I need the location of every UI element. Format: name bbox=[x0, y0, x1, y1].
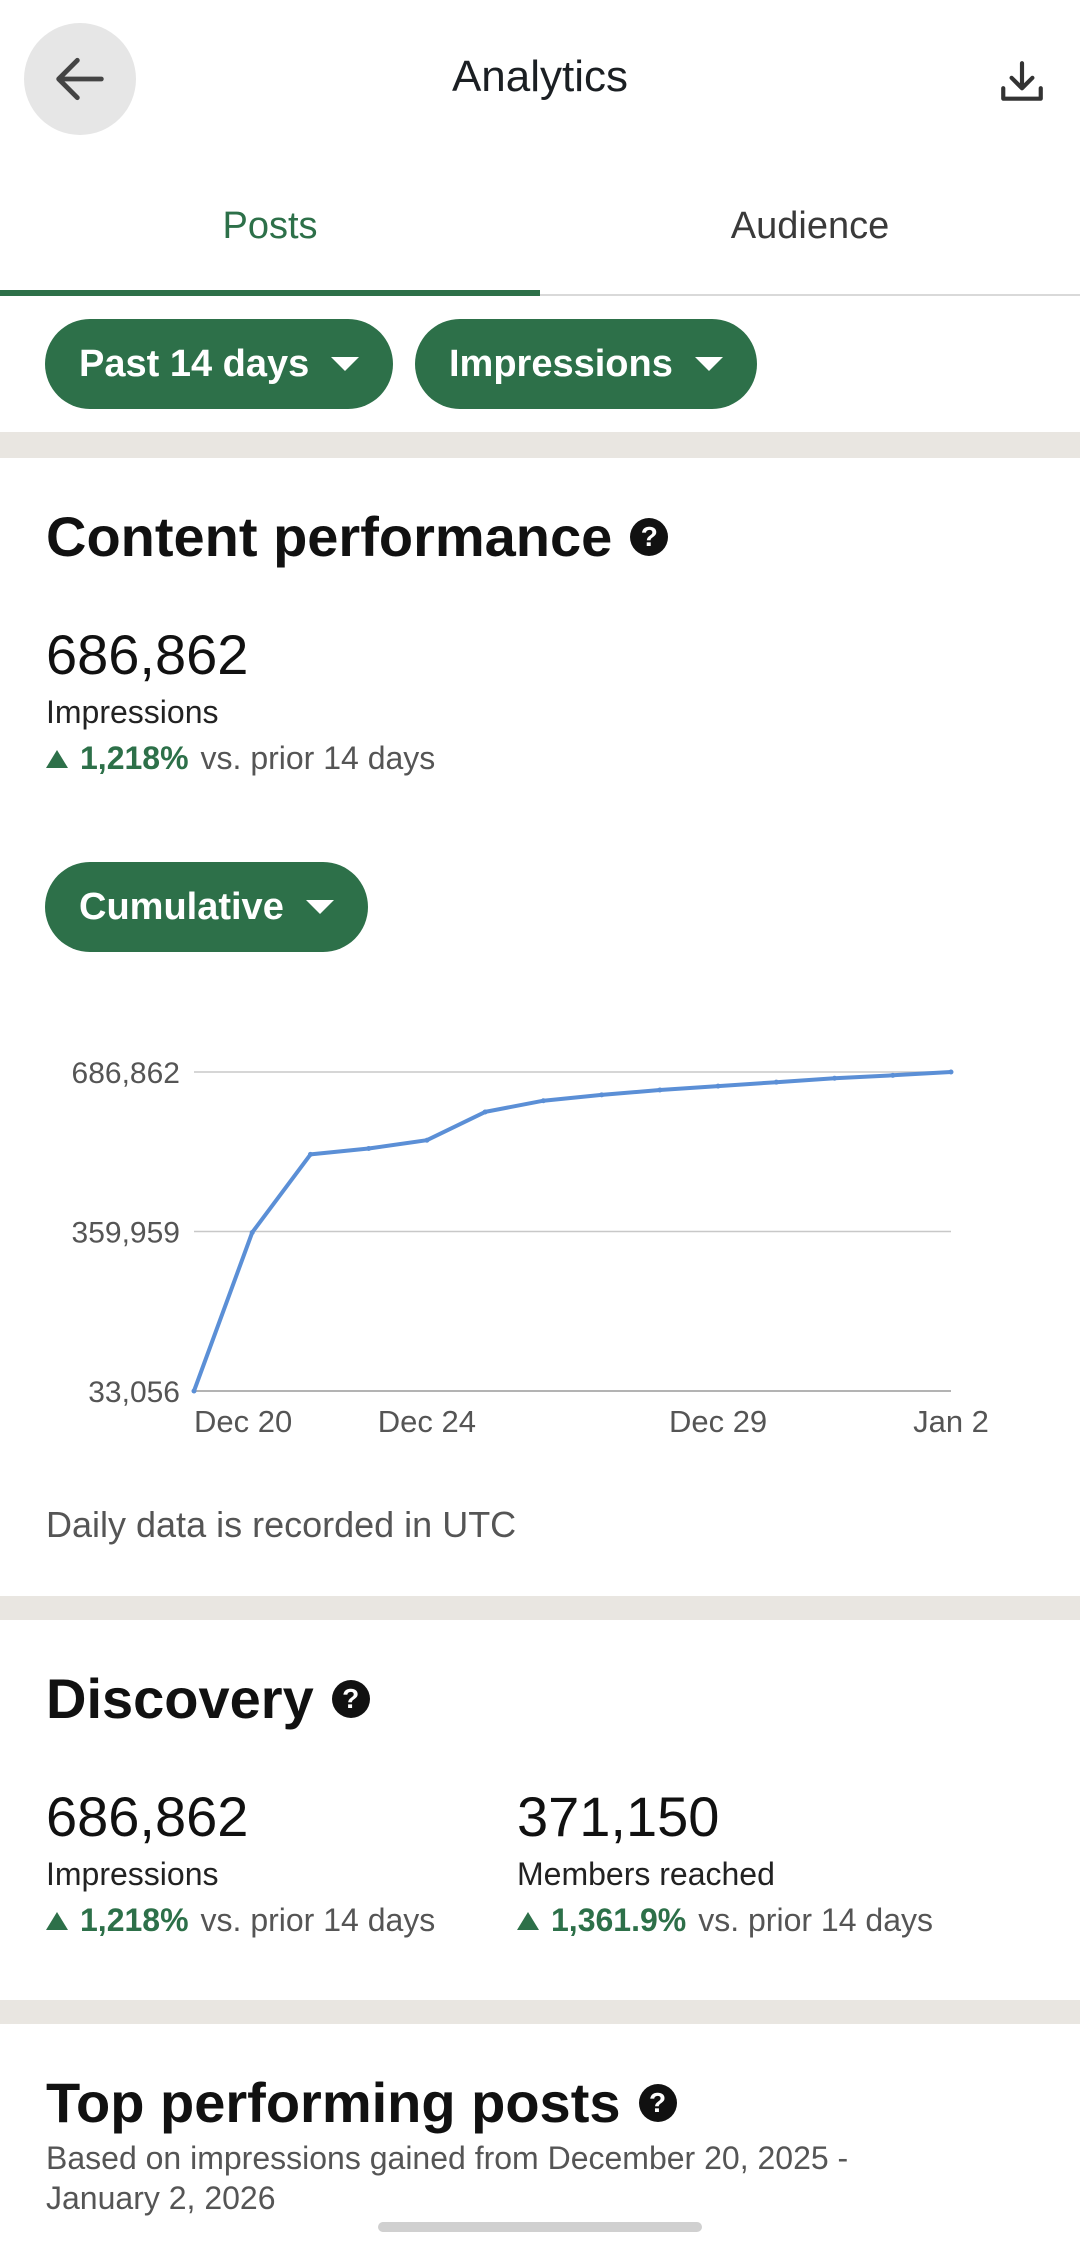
data-point bbox=[424, 1137, 430, 1143]
help-icon[interactable]: ? bbox=[630, 517, 669, 556]
content-performance-section: Content performance ? 686,862 Impression… bbox=[0, 458, 1080, 1596]
members-reached-label: Members reached bbox=[517, 1856, 775, 1892]
arrow-left-icon bbox=[56, 57, 104, 101]
top-posts-subtitle-line2: January 2, 2026 bbox=[46, 2180, 276, 2216]
page-title: Analytics bbox=[451, 52, 629, 101]
top-posts-section: Top performing posts ? Based on impressi… bbox=[0, 2024, 1080, 2248]
tab-audience-label: Audience bbox=[730, 204, 890, 247]
impressions-label: Impressions bbox=[46, 694, 219, 730]
change-text: vs. prior 14 days bbox=[200, 740, 436, 776]
chart-mode-label: Cumulative bbox=[79, 885, 284, 928]
x-tick-label: Dec 24 bbox=[378, 1404, 476, 1439]
change-percent: 1,218% bbox=[80, 740, 189, 776]
data-point bbox=[715, 1083, 721, 1089]
data-point bbox=[482, 1109, 488, 1115]
data-point bbox=[832, 1075, 838, 1081]
discovery-title: Discovery bbox=[46, 1667, 314, 1730]
change-percent: 1,361.9% bbox=[551, 1902, 687, 1938]
discovery-impressions-label: Impressions bbox=[46, 1856, 219, 1892]
top-posts-subtitle-line1: Based on impressions gained from Decembe… bbox=[46, 2140, 849, 2176]
data-point bbox=[191, 1388, 197, 1394]
trend-up-icon bbox=[46, 749, 68, 768]
impressions-line-chart: 686,862 359,959 33,056 Dec 20 Dec 24 Dec 29 Ja… bbox=[72, 1057, 989, 1439]
section-title: Content performance ? bbox=[46, 504, 669, 569]
section-divider bbox=[0, 1596, 1080, 1620]
y-tick-label: 686,862 bbox=[72, 1057, 180, 1090]
section-divider bbox=[0, 2000, 1080, 2024]
filter-bar: Past 14 days Impressions bbox=[0, 296, 1080, 432]
caret-down-icon bbox=[694, 357, 723, 371]
data-point bbox=[948, 1069, 954, 1075]
caret-down-icon bbox=[331, 357, 360, 371]
data-point bbox=[249, 1229, 255, 1235]
caret-down-icon bbox=[305, 900, 334, 914]
data-point bbox=[366, 1146, 372, 1152]
section-title: Top performing posts ? bbox=[46, 2070, 677, 2135]
x-tick-label: Dec 20 bbox=[194, 1404, 292, 1439]
app-bar: Analytics bbox=[0, 0, 1080, 159]
data-point bbox=[890, 1072, 896, 1078]
y-tick-label: 359,959 bbox=[72, 1217, 180, 1250]
trend-up-icon bbox=[517, 1911, 539, 1930]
tab-posts[interactable]: Posts bbox=[0, 158, 540, 296]
section-divider bbox=[0, 432, 1080, 458]
change-text: vs. prior 14 days bbox=[698, 1902, 933, 1938]
discovery-impressions-change: 1,218% vs. prior 14 days bbox=[46, 1902, 435, 1939]
tab-active-indicator bbox=[0, 290, 540, 296]
tab-audience[interactable]: Audience bbox=[540, 158, 1080, 294]
download-icon bbox=[1001, 61, 1043, 101]
section-title: Discovery ? bbox=[46, 1666, 370, 1731]
discovery-impressions-value: 686,862 bbox=[46, 1785, 249, 1848]
metric-dropdown[interactable]: Impressions bbox=[415, 319, 757, 409]
y-tick-label: 33,056 bbox=[88, 1376, 180, 1409]
impressions-value: 686,862 bbox=[46, 623, 249, 686]
data-point bbox=[599, 1092, 605, 1098]
tab-posts-label: Posts bbox=[222, 204, 318, 247]
x-tick-label: Jan 2 bbox=[913, 1404, 989, 1439]
members-reached-value: 371,150 bbox=[517, 1785, 720, 1848]
data-point bbox=[540, 1098, 546, 1104]
download-button[interactable] bbox=[992, 52, 1052, 112]
change-text: vs. prior 14 days bbox=[200, 1902, 436, 1938]
home-indicator bbox=[378, 2222, 702, 2232]
data-point bbox=[657, 1087, 663, 1093]
series-line bbox=[192, 1070, 953, 1393]
help-icon[interactable]: ? bbox=[331, 1679, 370, 1718]
content-performance-title: Content performance bbox=[46, 505, 613, 568]
data-point bbox=[307, 1151, 313, 1157]
tab-bar: Posts Audience bbox=[0, 158, 1080, 296]
impressions-change: 1,218% vs. prior 14 days bbox=[46, 740, 435, 777]
utc-note: Daily data is recorded in UTC bbox=[46, 1504, 517, 1545]
x-tick-label: Dec 29 bbox=[669, 1404, 767, 1439]
members-reached-change: 1,361.9% vs. prior 14 days bbox=[517, 1902, 933, 1939]
data-point bbox=[773, 1079, 779, 1085]
date-range-label: Past 14 days bbox=[79, 342, 310, 385]
back-button[interactable] bbox=[24, 23, 136, 135]
date-range-dropdown[interactable]: Past 14 days bbox=[45, 319, 394, 409]
change-percent: 1,218% bbox=[80, 1902, 189, 1938]
trend-up-icon bbox=[46, 1911, 68, 1930]
help-icon[interactable]: ? bbox=[638, 2083, 677, 2122]
chart-mode-dropdown[interactable]: Cumulative bbox=[45, 862, 368, 952]
discovery-section: Discovery ? 686,862 Impressions 1,218% v… bbox=[0, 1620, 1080, 2000]
metric-label: Impressions bbox=[449, 342, 673, 385]
top-posts-title: Top performing posts bbox=[46, 2071, 621, 2134]
